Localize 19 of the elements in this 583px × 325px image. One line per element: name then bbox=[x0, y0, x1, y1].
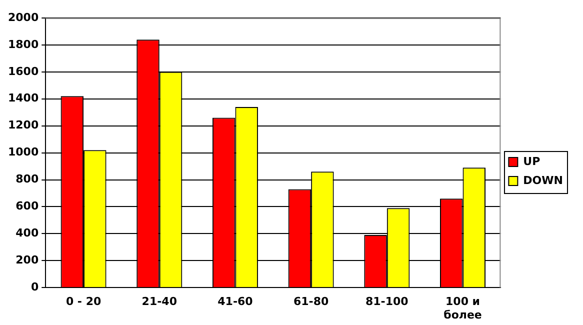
legend-label: UP bbox=[523, 154, 540, 168]
y-tick-label: 200 bbox=[16, 254, 39, 266]
y-tick-label: 1200 bbox=[8, 118, 39, 132]
y-tick-label: 800 bbox=[16, 172, 39, 186]
y-tick-label: 600 bbox=[16, 200, 39, 213]
legend-label: DOWN bbox=[523, 174, 564, 187]
x-tick-label: 81-100 bbox=[365, 295, 409, 308]
y-tick-label: 2000 bbox=[8, 10, 39, 24]
y-tick-label: 0 bbox=[30, 280, 39, 294]
y-tick-label: 1600 bbox=[8, 64, 39, 78]
x-tick-label: 0 - 20 bbox=[66, 295, 102, 308]
y-tick-label: 1000 bbox=[8, 146, 39, 159]
y-tick-label: 1800 bbox=[8, 38, 39, 51]
x-tick-label: 41-60 bbox=[218, 295, 254, 308]
y-tick-label: 1400 bbox=[8, 92, 39, 105]
y-tick-label: 400 bbox=[16, 226, 39, 240]
x-tick-label: 21-40 bbox=[142, 295, 178, 308]
x-tick-label: 61-80 bbox=[293, 295, 329, 308]
x-tick-label: 100 и более bbox=[444, 295, 482, 322]
